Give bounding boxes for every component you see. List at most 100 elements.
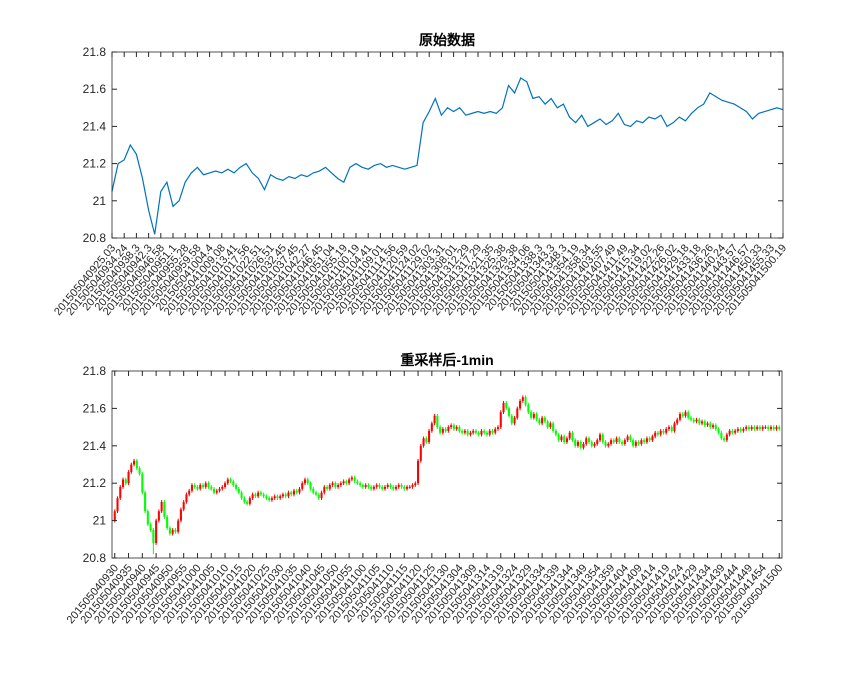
- candle-body: [610, 440, 613, 444]
- candle-body: [576, 442, 580, 446]
- y-tick-label: 21.6: [83, 401, 107, 415]
- candle-body: [612, 440, 615, 443]
- candle-body: [769, 427, 773, 429]
- candle-body: [593, 443, 596, 446]
- candle-body: [229, 479, 232, 482]
- candle-body: [356, 481, 359, 484]
- candle-body: [309, 483, 312, 489]
- candle-body: [463, 430, 466, 433]
- candle-body: [563, 436, 566, 443]
- candle-body: [469, 432, 472, 435]
- candle-body: [450, 425, 453, 428]
- candle-body: [568, 432, 571, 439]
- candle-body: [626, 436, 629, 441]
- candle-body: [166, 516, 169, 529]
- candle-body: [273, 496, 276, 499]
- candle-body: [215, 490, 218, 493]
- candle-body: [764, 427, 767, 429]
- candle-body: [113, 511, 116, 521]
- candle-body: [725, 434, 728, 441]
- candle-body: [171, 529, 174, 534]
- candle-body: [516, 408, 519, 418]
- candle-body: [543, 417, 546, 422]
- candle-body: [706, 423, 709, 426]
- candle-body: [411, 485, 414, 487]
- candle-body: [403, 486, 406, 489]
- candle-body: [756, 427, 759, 429]
- candle-body: [326, 486, 329, 489]
- candle-body: [188, 490, 191, 495]
- candle-body: [375, 485, 378, 487]
- candle-body: [201, 485, 205, 487]
- candle-body: [761, 427, 764, 429]
- candle-body: [348, 479, 351, 484]
- plot-area: [112, 371, 782, 558]
- candle-body: [196, 486, 199, 489]
- candle-body: [731, 430, 734, 433]
- candle-body: [629, 436, 632, 441]
- y-tick-label: 21.4: [83, 439, 107, 453]
- candle-body: [458, 427, 461, 431]
- candle-body: [417, 460, 420, 484]
- candle-body: [775, 427, 778, 429]
- candle-body: [251, 494, 254, 499]
- candle-body: [146, 511, 149, 525]
- candle-body: [246, 501, 249, 504]
- candle-body: [684, 412, 687, 416]
- candle-body: [745, 427, 748, 429]
- candle-body: [772, 427, 775, 429]
- candle-body: [179, 509, 182, 521]
- candle-body: [345, 481, 348, 484]
- candle-body: [353, 477, 356, 482]
- candle-body: [287, 492, 290, 497]
- y-tick-label: 21.2: [83, 476, 107, 490]
- candle-body: [648, 438, 651, 441]
- candle-body: [392, 486, 395, 489]
- candle-body: [546, 421, 549, 428]
- candle-body: [698, 419, 701, 424]
- candle-body: [491, 430, 494, 433]
- candle-body: [703, 421, 706, 426]
- candle-body: [124, 479, 127, 484]
- candle-body: [571, 432, 574, 441]
- candle-body: [339, 483, 342, 486]
- candle-body: [455, 427, 458, 429]
- candle-body: [212, 488, 216, 493]
- candle-body: [394, 486, 398, 489]
- candle-body: [678, 414, 682, 420]
- candle-body: [665, 428, 668, 433]
- candle-body: [654, 432, 657, 437]
- candle-body: [400, 485, 403, 487]
- candle-body: [502, 402, 505, 413]
- candle-body: [243, 498, 246, 502]
- candle-body: [574, 440, 577, 446]
- candle-body: [224, 483, 227, 487]
- candle-body: [361, 485, 364, 487]
- candle-body: [670, 427, 673, 431]
- candle-body: [199, 485, 202, 489]
- candle-body: [474, 430, 477, 433]
- candle-body: [290, 492, 293, 495]
- candle-body: [160, 501, 163, 512]
- candle-body: [419, 445, 422, 461]
- candle-body: [687, 412, 690, 418]
- candle-body: [218, 488, 221, 491]
- candle-body: [472, 430, 475, 433]
- candle-body: [717, 428, 720, 433]
- candle-body: [598, 434, 602, 441]
- candle-body: [257, 492, 260, 497]
- candle-body: [232, 481, 235, 486]
- candle-body: [331, 483, 334, 486]
- axes-box: [111, 370, 783, 559]
- candle-body: [334, 483, 337, 487]
- candle-body: [163, 501, 166, 517]
- candle-body: [521, 397, 524, 401]
- candle-body: [552, 423, 555, 431]
- candle-body: [508, 408, 511, 416]
- candle-body: [370, 486, 373, 489]
- candle-body: [637, 442, 640, 444]
- candle-body: [527, 404, 530, 413]
- candle-body: [254, 494, 257, 497]
- candle-body: [174, 529, 177, 532]
- candle-body: [295, 490, 298, 493]
